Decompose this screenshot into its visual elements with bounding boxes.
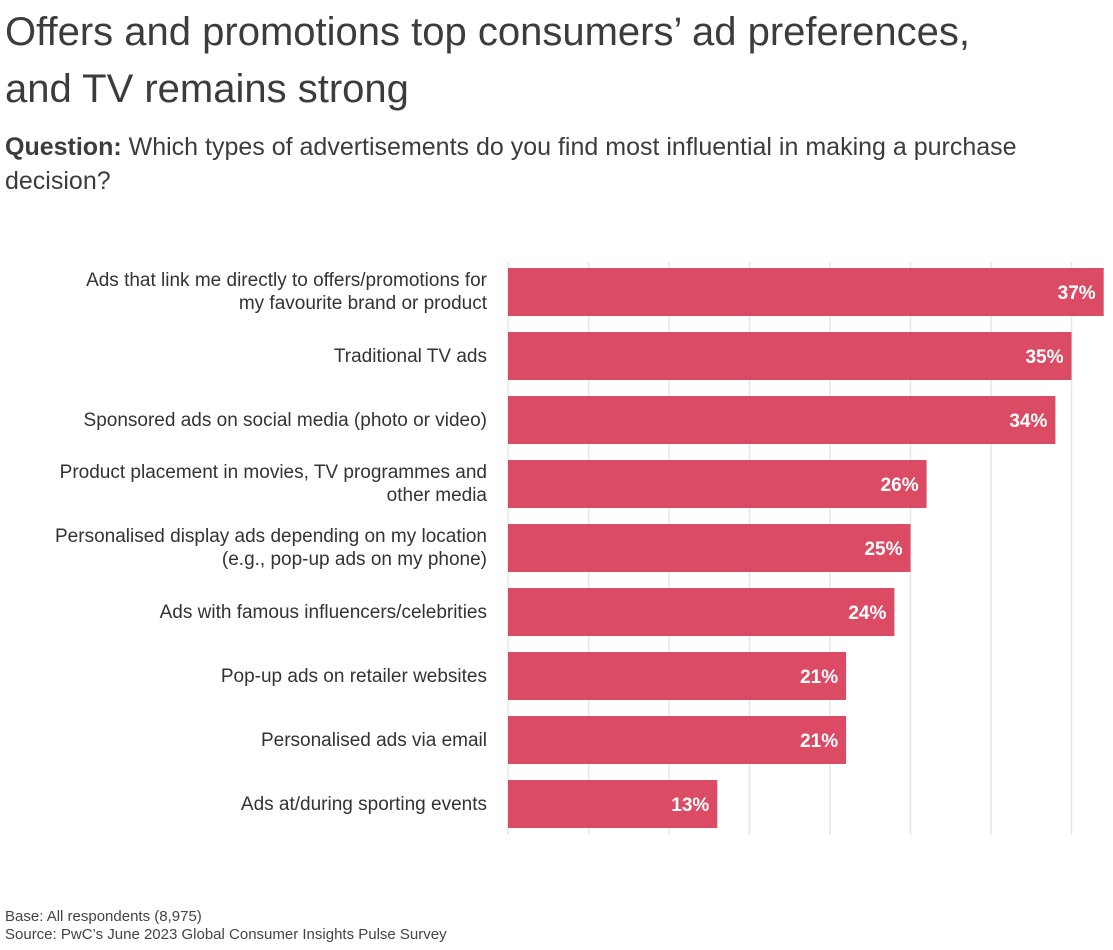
value-label: 13%: [671, 795, 709, 816]
bar: [508, 524, 911, 572]
category-label-line: other media: [386, 485, 487, 506]
value-label: 24%: [848, 603, 886, 624]
category-label: Ads with famous influencers/celebrities: [160, 601, 487, 624]
category-label-line: (e.g., pop-up ads on my phone): [221, 549, 487, 570]
category-label-line: Personalised display ads depending on my…: [55, 526, 487, 547]
value-label: 37%: [1058, 283, 1096, 304]
value-label: 21%: [800, 731, 838, 752]
category-label: Personalised display ads depending on my…: [55, 525, 487, 571]
title-line-1: Offers and promotions top consumers’ ad …: [5, 10, 970, 54]
category-label: Traditional TV ads: [334, 345, 487, 368]
category-label-line: Personalised ads via email: [260, 729, 487, 751]
value-label: 35%: [1025, 347, 1063, 368]
bar: [508, 716, 847, 764]
bar: [508, 588, 895, 636]
bar: [508, 332, 1072, 380]
category-label-line: Ads at/during sporting events: [240, 793, 487, 815]
chart-footer: Base: All respondents (8,975) Source: Pw…: [5, 908, 447, 944]
category-label: Personalised ads via email: [261, 729, 487, 752]
value-label: 21%: [800, 667, 838, 688]
value-label: 26%: [881, 475, 919, 496]
category-label: Ads that link me directly to offers/prom…: [86, 269, 487, 315]
category-label: Ads at/during sporting events: [241, 793, 487, 816]
category-label: Pop-up ads on retailer websites: [221, 665, 487, 688]
category-label-line: Traditional TV ads: [333, 345, 487, 367]
bar: [508, 780, 718, 828]
category-label-line: my favourite brand or product: [238, 293, 487, 314]
category-label-line: Ads with famous influencers/celebrities: [159, 601, 487, 623]
subtitle-prefix: Question:: [5, 133, 122, 161]
value-label: 25%: [864, 539, 902, 560]
base-note: Base: All respondents (8,975): [5, 908, 202, 925]
category-label: Product placement in movies, TV programm…: [60, 461, 487, 507]
category-label-line: Sponsored ads on social media (photo or …: [83, 409, 487, 431]
source-note: Source: PwC’s June 2023 Global Consumer …: [5, 926, 447, 943]
value-label: 34%: [1009, 411, 1047, 432]
category-label: Sponsored ads on social media (photo or …: [84, 409, 487, 432]
subtitle-question: Which types of advertisements do you fin…: [5, 133, 1017, 195]
bar: [508, 460, 927, 508]
bar: [508, 396, 1056, 444]
bar: [508, 652, 847, 700]
chart-subtitle: Question: Which types of advertisements …: [5, 130, 1113, 198]
category-label-line: Product placement in movies, TV programm…: [59, 462, 487, 483]
category-label-line: Ads that link me directly to offers/prom…: [86, 270, 487, 291]
bar: [508, 268, 1104, 316]
category-label-line: Pop-up ads on retailer websites: [220, 665, 487, 687]
chart-title: Offers and promotions top consumers’ ad …: [5, 4, 1113, 118]
title-line-2: and TV remains strong: [5, 67, 409, 111]
